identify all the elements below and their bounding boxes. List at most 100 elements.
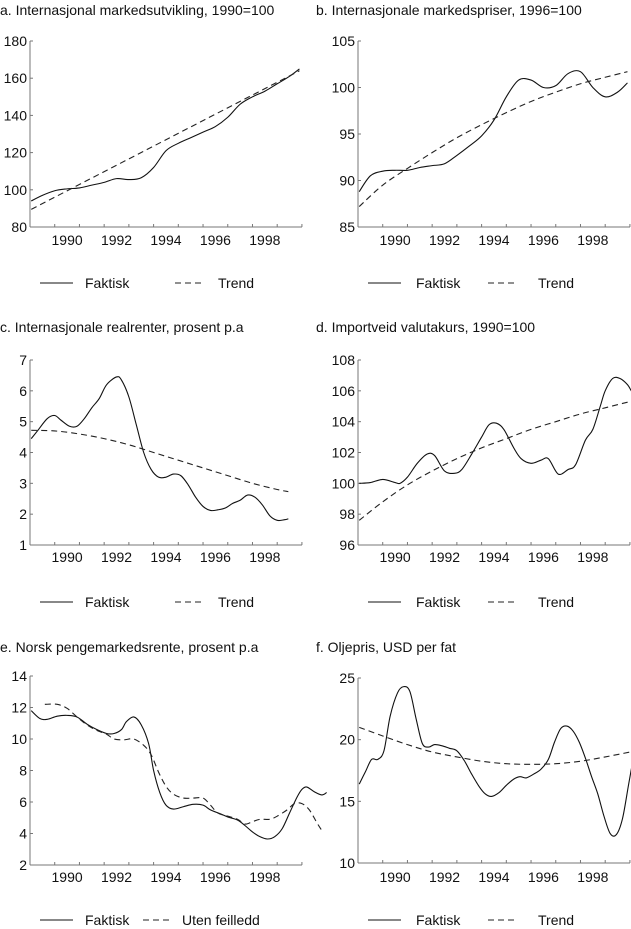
x-tick-label: 1990 [52, 232, 83, 248]
y-tick-label: 100 [4, 182, 28, 198]
y-tick-label: 3 [19, 475, 27, 491]
x-tick-label: 1990 [52, 869, 83, 885]
y-tick-label: 5 [19, 414, 27, 430]
y-tick-label: 102 [332, 445, 356, 461]
legend: Faktisk Trend [40, 594, 254, 610]
legend-label: Uten feilledd [182, 912, 260, 928]
series-line-faktisk [358, 70, 628, 192]
x-tick-label: 1990 [380, 549, 411, 565]
x-tick-label: 1992 [101, 549, 132, 565]
y-tick-label: 8 [19, 763, 27, 779]
y-tick-label: 100 [332, 475, 356, 491]
legend-label: Faktisk [416, 912, 461, 928]
y-tick-label: 4 [19, 826, 27, 842]
series-line-trend [359, 726, 631, 765]
x-tick-label: 1990 [52, 549, 83, 565]
legend-label: Faktisk [85, 912, 130, 928]
y-tick-label: 90 [339, 173, 355, 189]
series-line-trend [358, 400, 631, 521]
x-tick-label: 1998 [577, 869, 608, 885]
series-line-faktisk [358, 686, 631, 837]
x-tick-label: 1996 [528, 232, 559, 248]
y-tick-label: 80 [11, 219, 27, 235]
y-tick-label: 1 [19, 537, 27, 553]
x-tick-label: 1998 [249, 549, 280, 565]
series-line-faktisk [30, 68, 300, 202]
x-tick-label: 1992 [101, 232, 132, 248]
series-line-faktisk [30, 710, 327, 840]
x-tick-label: 1994 [150, 869, 181, 885]
x-tick-label: 1996 [528, 549, 559, 565]
legend: Faktisk Trend [368, 912, 574, 928]
x-tick-label: 1998 [249, 869, 280, 885]
x-tick-label: 1996 [528, 869, 559, 885]
x-tick-label: 1994 [478, 232, 509, 248]
x-tick-label: 1992 [101, 869, 132, 885]
x-tick-label: 1992 [429, 549, 460, 565]
legend-label: Trend [218, 275, 254, 291]
chart-panel-c: c. Internasjonale realrenter, prosent p.… [0, 319, 303, 610]
legend-label: Faktisk [85, 275, 130, 291]
chart-title: b. Internasjonale markedspriser, 1996=10… [316, 2, 582, 18]
y-tick-label: 104 [332, 414, 356, 430]
y-tick-label: 98 [339, 506, 355, 522]
x-tick-label: 1992 [429, 232, 460, 248]
x-tick-label: 1996 [200, 869, 231, 885]
series-line-uten-feilledd [44, 703, 323, 831]
x-tick-label: 1990 [380, 232, 411, 248]
y-tick-label: 6 [19, 794, 27, 810]
chart-panel-b: b. Internasjonale markedspriser, 1996=10… [316, 2, 631, 291]
y-tick-label: 85 [339, 219, 355, 235]
y-tick-label: 2 [19, 506, 27, 522]
x-tick-label: 1996 [200, 232, 231, 248]
legend-label: Faktisk [416, 594, 461, 610]
y-tick-label: 20 [339, 732, 355, 748]
x-tick-label: 1994 [478, 869, 509, 885]
series-line-faktisk [30, 376, 289, 522]
y-tick-label: 95 [339, 126, 355, 142]
x-tick-label: 1998 [577, 232, 608, 248]
legend-label: Trend [538, 594, 574, 610]
x-tick-label: 1990 [380, 869, 411, 885]
y-tick-label: 10 [11, 731, 27, 747]
series-line-trend [31, 429, 289, 493]
y-tick-label: 25 [339, 670, 355, 686]
legend: Faktisk Trend [368, 594, 574, 610]
legend: Faktisk Trend [40, 275, 254, 291]
y-tick-label: 4 [19, 445, 27, 461]
legend: Faktisk Trend [368, 275, 574, 291]
y-tick-label: 106 [332, 383, 356, 399]
x-tick-label: 1996 [200, 549, 231, 565]
y-tick-label: 15 [339, 793, 355, 809]
chart-panel-f: f. Oljepris, USD per fat 10 15 20 25 1990 1992… [316, 639, 631, 928]
y-tick-label: 108 [332, 352, 356, 368]
x-tick-label: 1994 [478, 549, 509, 565]
chart-panel-e: e. Norsk pengemarkedsrente, prosent p.a 2… [0, 639, 327, 928]
y-tick-label: 140 [4, 107, 28, 123]
y-tick-label: 2 [19, 857, 27, 873]
legend-label: Trend [538, 275, 574, 291]
y-tick-label: 105 [332, 33, 356, 49]
chart-title: c. Internasjonale realrenter, prosent p.… [0, 319, 244, 335]
y-tick-label: 96 [339, 537, 355, 553]
y-tick-label: 10 [339, 855, 355, 871]
chart-title: e. Norsk pengemarkedsrente, prosent p.a [0, 639, 259, 655]
x-tick-label: 1994 [150, 549, 181, 565]
y-tick-label: 120 [4, 145, 28, 161]
y-tick-label: 14 [11, 668, 27, 684]
legend-label: Faktisk [416, 275, 461, 291]
x-tick-label: 1998 [577, 549, 608, 565]
chart-title: f. Oljepris, USD per fat [316, 639, 456, 655]
legend-label: Faktisk [85, 594, 130, 610]
y-tick-label: 160 [4, 70, 28, 86]
chart-title: d. Importveid valutakurs, 1990=100 [316, 319, 535, 335]
series-line-faktisk [359, 376, 631, 485]
y-tick-label: 100 [332, 80, 356, 96]
chart-panel-a: a. Internasjonal markedsutvikling, 1990=… [0, 2, 303, 291]
legend-label: Trend [218, 594, 254, 610]
y-tick-label: 6 [19, 383, 27, 399]
x-tick-label: 1994 [150, 232, 181, 248]
x-tick-label: 1992 [429, 869, 460, 885]
x-tick-label: 1998 [249, 232, 280, 248]
